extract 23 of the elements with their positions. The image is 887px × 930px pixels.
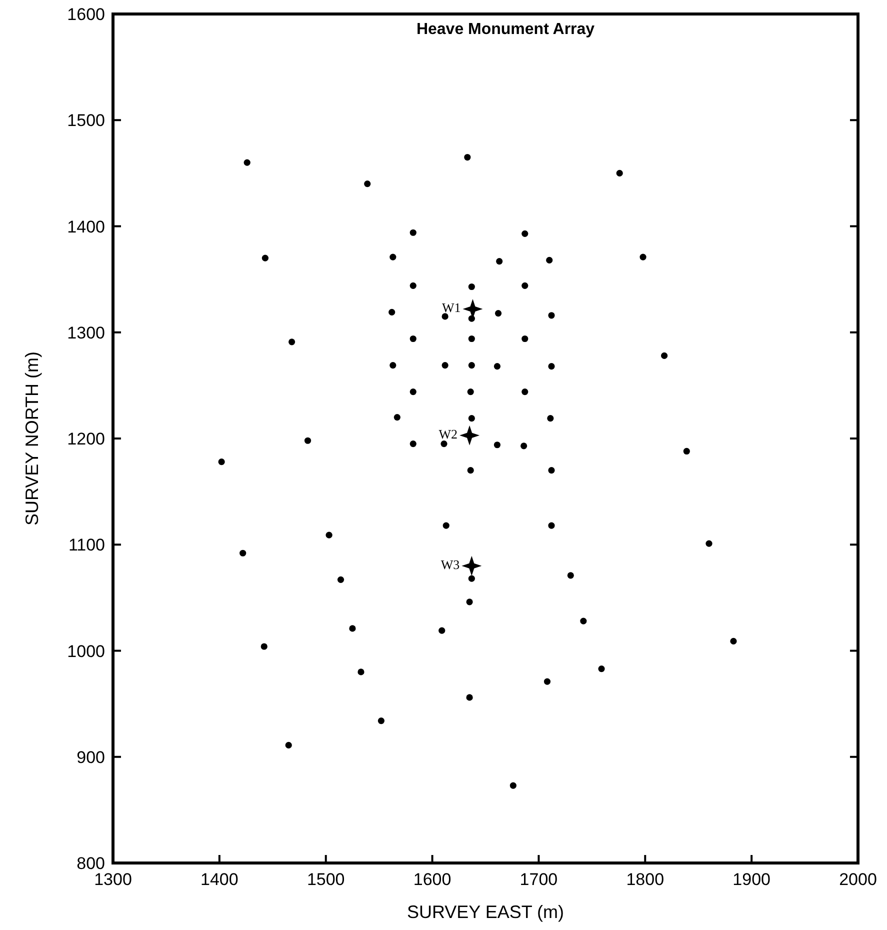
x-tick-label: 1700 — [520, 870, 558, 889]
y-tick-label: 900 — [76, 748, 105, 767]
y-tick-label: 1100 — [68, 536, 105, 555]
y-tick-label: 1300 — [67, 323, 105, 342]
y-tick-label: 1400 — [67, 217, 105, 236]
annotation: W3 — [440, 556, 460, 572]
x-tick-label: 1900 — [732, 870, 770, 889]
annotation: W2 — [438, 426, 458, 442]
x-tick-label: 1600 — [413, 870, 452, 889]
x-axis-title: SURVEY EAST (m) — [406, 902, 564, 922]
annotation: W1 — [442, 300, 461, 316]
y-tick-label: 1500 — [67, 111, 105, 130]
chart-title: Heave Monument Array — [416, 21, 595, 38]
x-tick-label: 2000 — [839, 870, 877, 889]
x-tick-label: 1800 — [626, 870, 664, 889]
x-tick-label: 1400 — [200, 870, 238, 889]
x-tick-label: 1300 — [94, 870, 132, 889]
y-tick-label: 1600 — [67, 5, 105, 24]
y-axis-title: SURVEY NORTH (m) — [22, 351, 42, 526]
y-tick-label: 800 — [76, 854, 105, 873]
y-tick-label: 1000 — [67, 642, 105, 661]
y-tick-label: 1200 — [67, 430, 105, 448]
x-tick-label: 1500 — [306, 870, 345, 889]
